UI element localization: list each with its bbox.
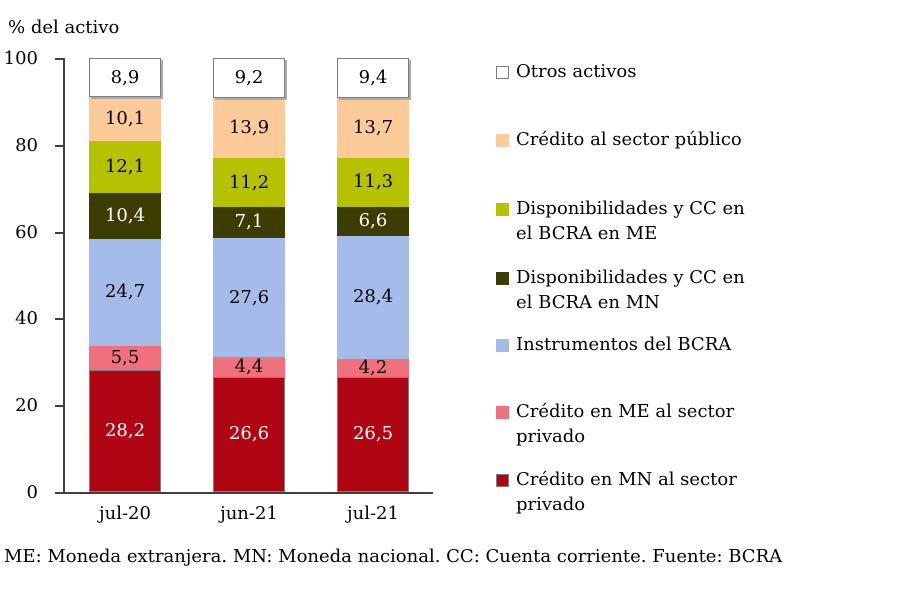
y-tick-label: 40 [15,308,38,330]
bar-segment: 9,4 [337,57,409,99]
segment-value-label: 26,6 [228,423,270,445]
y-axis-line [63,58,65,494]
legend-swatch [496,474,509,487]
y-axis-title: % del activo [8,17,120,38]
segment-value-label: 10,1 [104,107,146,129]
bar-segment: 27,6 [213,237,285,358]
segment-value-label: 10,4 [104,204,146,226]
legend-item-label: Crédito en ME al sector privado [516,401,735,447]
bar-segment: 5,5 [89,345,161,370]
segment-value-label: 24,7 [104,281,146,303]
segment-value-label: 8,9 [110,66,140,88]
bar-segment: 11,3 [337,157,409,207]
legend-swatch [496,339,509,352]
segment-value-label: 13,9 [228,117,270,139]
segment-value-label: 12,1 [104,156,146,178]
bar-segment: 28,2 [89,369,161,492]
legend-item-label: Disponibilidades y CC en el BCRA en ME [516,198,745,244]
bar-segment: 26,5 [337,376,409,492]
bar-segment: 6,6 [337,206,409,236]
y-tick-label: 100 [3,48,38,69]
bar-segment: 10,4 [89,193,161,239]
x-category-label: jun-21 [220,503,278,524]
segment-value-label: 4,2 [358,356,388,378]
legend-item-label: Crédito en MN al sector privado [516,469,737,515]
segment-value-label: 11,2 [228,171,270,193]
legend-item-label: Disponibilidades y CC en el BCRA en MN [516,267,745,313]
legend-item-label: Instrumentos del BCRA [516,334,732,355]
legend-swatch [496,203,509,216]
bar-segment: 4,2 [337,356,409,378]
legend-swatch [496,272,509,285]
segment-value-label: 4,4 [234,356,264,377]
segment-value-label: 27,6 [228,286,270,308]
y-tick-mark [55,318,63,321]
bar-segment: 4,4 [213,356,285,377]
y-tick-mark [55,144,63,147]
segment-value-label: 6,6 [358,210,388,232]
segment-value-label: 9,2 [234,66,264,88]
segment-value-label: 13,7 [352,117,394,139]
y-tick-label: 20 [15,395,38,417]
bar-segment: 9,2 [213,58,285,98]
bar-segment: 8,9 [89,58,161,98]
x-category-label: jul-20 [99,503,151,524]
legend-item-label: Crédito al sector público [516,129,742,150]
y-tick-mark [55,492,63,494]
bar-segment: 11,2 [213,158,285,207]
y-tick-label: 0 [26,482,38,503]
segment-value-label: 9,4 [358,66,388,88]
segment-value-label: 28,4 [352,286,394,308]
bar-segment: 13,9 [213,97,285,159]
y-tick-label: 60 [15,221,38,243]
bar-segment: 26,6 [213,376,285,492]
y-tick-mark [55,405,63,408]
bar-segment: 28,4 [337,235,409,359]
y-tick-mark [55,58,63,60]
segment-value-label: 5,5 [110,346,140,368]
footnote: ME: Moneda extranjera. MN: Moneda nacion… [4,546,783,567]
x-category-label: jul-21 [347,503,399,524]
bar-segment: 12,1 [89,140,161,194]
segment-value-label: 26,5 [352,423,394,445]
segment-value-label: 28,2 [104,419,146,441]
legend-swatch [496,406,509,419]
y-tick-mark [55,231,63,234]
y-tick-label: 80 [15,134,38,156]
segment-value-label: 7,1 [234,211,264,233]
legend-swatch [496,134,509,147]
segment-value-label: 11,3 [352,171,394,193]
legend-item-label: Otros activos [516,61,637,82]
bar-segment: 7,1 [213,206,285,238]
bar-segment: 10,1 [89,97,161,141]
bar-segment: 13,7 [337,98,409,158]
x-axis-line [63,492,433,494]
bar-segment: 24,7 [89,238,161,346]
legend-swatch [496,66,509,79]
